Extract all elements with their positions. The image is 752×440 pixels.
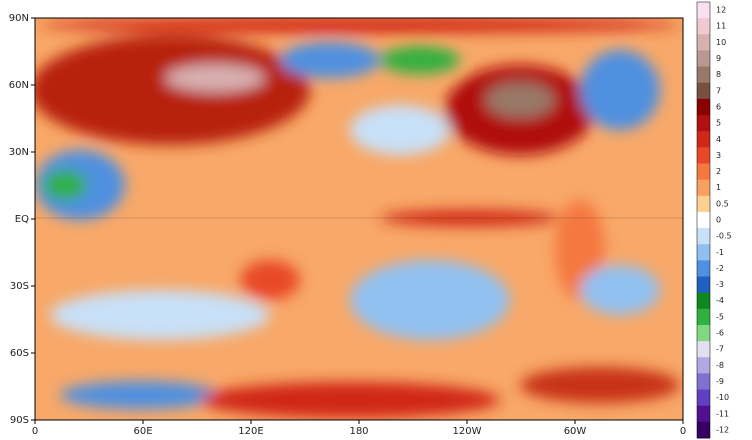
colorbar-swatch bbox=[697, 341, 710, 358]
lat-label: 60N bbox=[9, 80, 29, 91]
colorbar-label: 7 bbox=[716, 86, 721, 95]
colorbar-swatch bbox=[697, 98, 710, 116]
colorbar-swatch bbox=[697, 34, 710, 51]
colorbar-swatch bbox=[697, 131, 710, 148]
colorbar-swatch bbox=[697, 260, 710, 278]
colorbar-label: -2 bbox=[716, 264, 724, 273]
colorbar-label: 9 bbox=[716, 54, 721, 63]
lat-label: EQ bbox=[15, 214, 29, 225]
colorbar-swatch bbox=[697, 373, 710, 391]
colorbar-label: 0 bbox=[716, 216, 721, 225]
colorbar-label: -10 bbox=[716, 393, 729, 402]
colorbar-label: -0.5 bbox=[716, 232, 732, 241]
colorbar-swatch bbox=[697, 211, 710, 229]
colorbar-swatch bbox=[697, 82, 710, 100]
colorbar-label: 0.5 bbox=[716, 199, 729, 208]
lon-label: 120E bbox=[238, 426, 263, 437]
colorbar-label: -3 bbox=[716, 280, 724, 289]
lat-label: 90S bbox=[10, 415, 29, 426]
colorbar-label: 2 bbox=[716, 167, 721, 176]
colorbar-swatch bbox=[697, 421, 710, 439]
colorbar-swatch bbox=[697, 50, 710, 68]
colorbar-frame bbox=[696, 1, 711, 439]
colorbar-label: 4 bbox=[716, 135, 721, 144]
colorbar-swatch bbox=[697, 292, 710, 310]
colorbar-swatch bbox=[697, 228, 710, 245]
colorbar-swatch bbox=[697, 244, 710, 261]
colorbar-label: 5 bbox=[716, 119, 721, 128]
lon-label: 0 bbox=[680, 426, 686, 437]
colorbar-swatch bbox=[697, 147, 710, 164]
colorbar-label: 1 bbox=[716, 183, 721, 192]
colorbar-swatch bbox=[697, 195, 710, 213]
colorbar-swatch bbox=[697, 2, 710, 19]
colorbar-label: -7 bbox=[716, 345, 724, 354]
colorbar-label: -8 bbox=[716, 361, 724, 370]
colorbar-label: -11 bbox=[716, 409, 729, 418]
colorbar-swatch bbox=[697, 163, 710, 181]
colorbar-swatch bbox=[697, 179, 710, 197]
lat-label: 30S bbox=[10, 281, 29, 292]
lat-label: 90N bbox=[9, 13, 29, 24]
colorbar-swatch bbox=[697, 357, 710, 374]
colorbar-swatch bbox=[697, 405, 710, 423]
colorbar-label: 10 bbox=[716, 38, 726, 47]
colorbar-swatch bbox=[697, 308, 710, 326]
colorbar-label: 11 bbox=[716, 22, 726, 31]
colorbar-label: -9 bbox=[716, 377, 724, 386]
lon-label: 180 bbox=[349, 426, 368, 437]
lon-label: 60W bbox=[564, 426, 587, 437]
lat-label: 60S bbox=[10, 348, 29, 359]
colorbar-label: 8 bbox=[716, 70, 721, 79]
colorbar-label: -5 bbox=[716, 312, 724, 321]
colorbar-label: -6 bbox=[716, 329, 724, 338]
colorbar-swatch bbox=[697, 324, 710, 342]
colorbar-label: 3 bbox=[716, 151, 721, 160]
colorbar-label: 6 bbox=[716, 102, 721, 111]
colorbar-label: -12 bbox=[716, 425, 729, 434]
colorbar-swatch bbox=[697, 18, 710, 35]
lon-label: 60E bbox=[133, 426, 152, 437]
colorbar-swatch bbox=[697, 115, 710, 132]
colorbar-label: -4 bbox=[716, 296, 724, 305]
colorbar-swatch bbox=[697, 389, 710, 407]
colorbar-swatch bbox=[697, 276, 710, 294]
colorbar-label: -1 bbox=[716, 248, 724, 257]
lon-label: 120W bbox=[453, 426, 482, 437]
colorbar-swatch bbox=[697, 66, 710, 84]
lat-label: 30N bbox=[9, 147, 29, 158]
lon-label: 0 bbox=[32, 426, 38, 437]
colorbar-label: 12 bbox=[716, 6, 726, 15]
anomaly-field bbox=[35, 18, 683, 420]
